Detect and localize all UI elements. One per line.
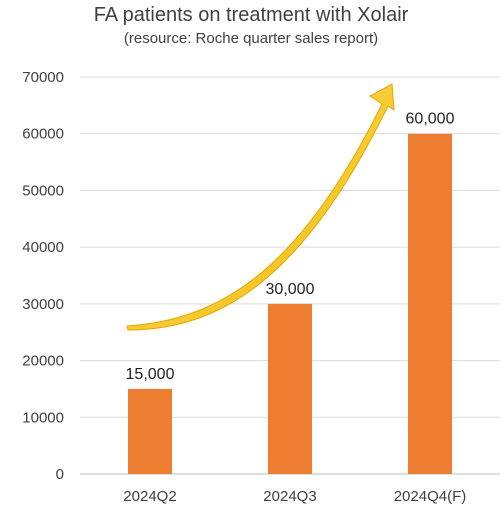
chart-title: FA patients on treatment with Xolair (93, 4, 409, 26)
y-tick-label: 0 (56, 466, 64, 483)
x-tick-label: 2024Q4(F) (394, 488, 467, 505)
x-tick-label: 2024Q2 (123, 488, 176, 505)
bar (268, 303, 312, 474)
y-tick-label: 40000 (22, 239, 64, 256)
y-tick-label: 20000 (22, 353, 64, 370)
trend-arrow (126, 83, 395, 331)
y-tick-label: 60000 (22, 126, 64, 143)
y-tick-label: 10000 (22, 409, 64, 426)
data-label: 60,000 (406, 111, 455, 128)
data-label: 15,000 (126, 366, 175, 383)
y-tick-label: 30000 (22, 296, 64, 313)
bar (128, 388, 172, 474)
x-tick-label: 2024Q3 (263, 488, 316, 505)
y-tick-label: 50000 (22, 182, 64, 199)
bar (408, 133, 452, 474)
chart-subtitle: (resource: Roche quarter sales report) (123, 30, 379, 47)
y-tick-label: 70000 (22, 69, 64, 86)
data-label: 30,000 (266, 281, 315, 298)
